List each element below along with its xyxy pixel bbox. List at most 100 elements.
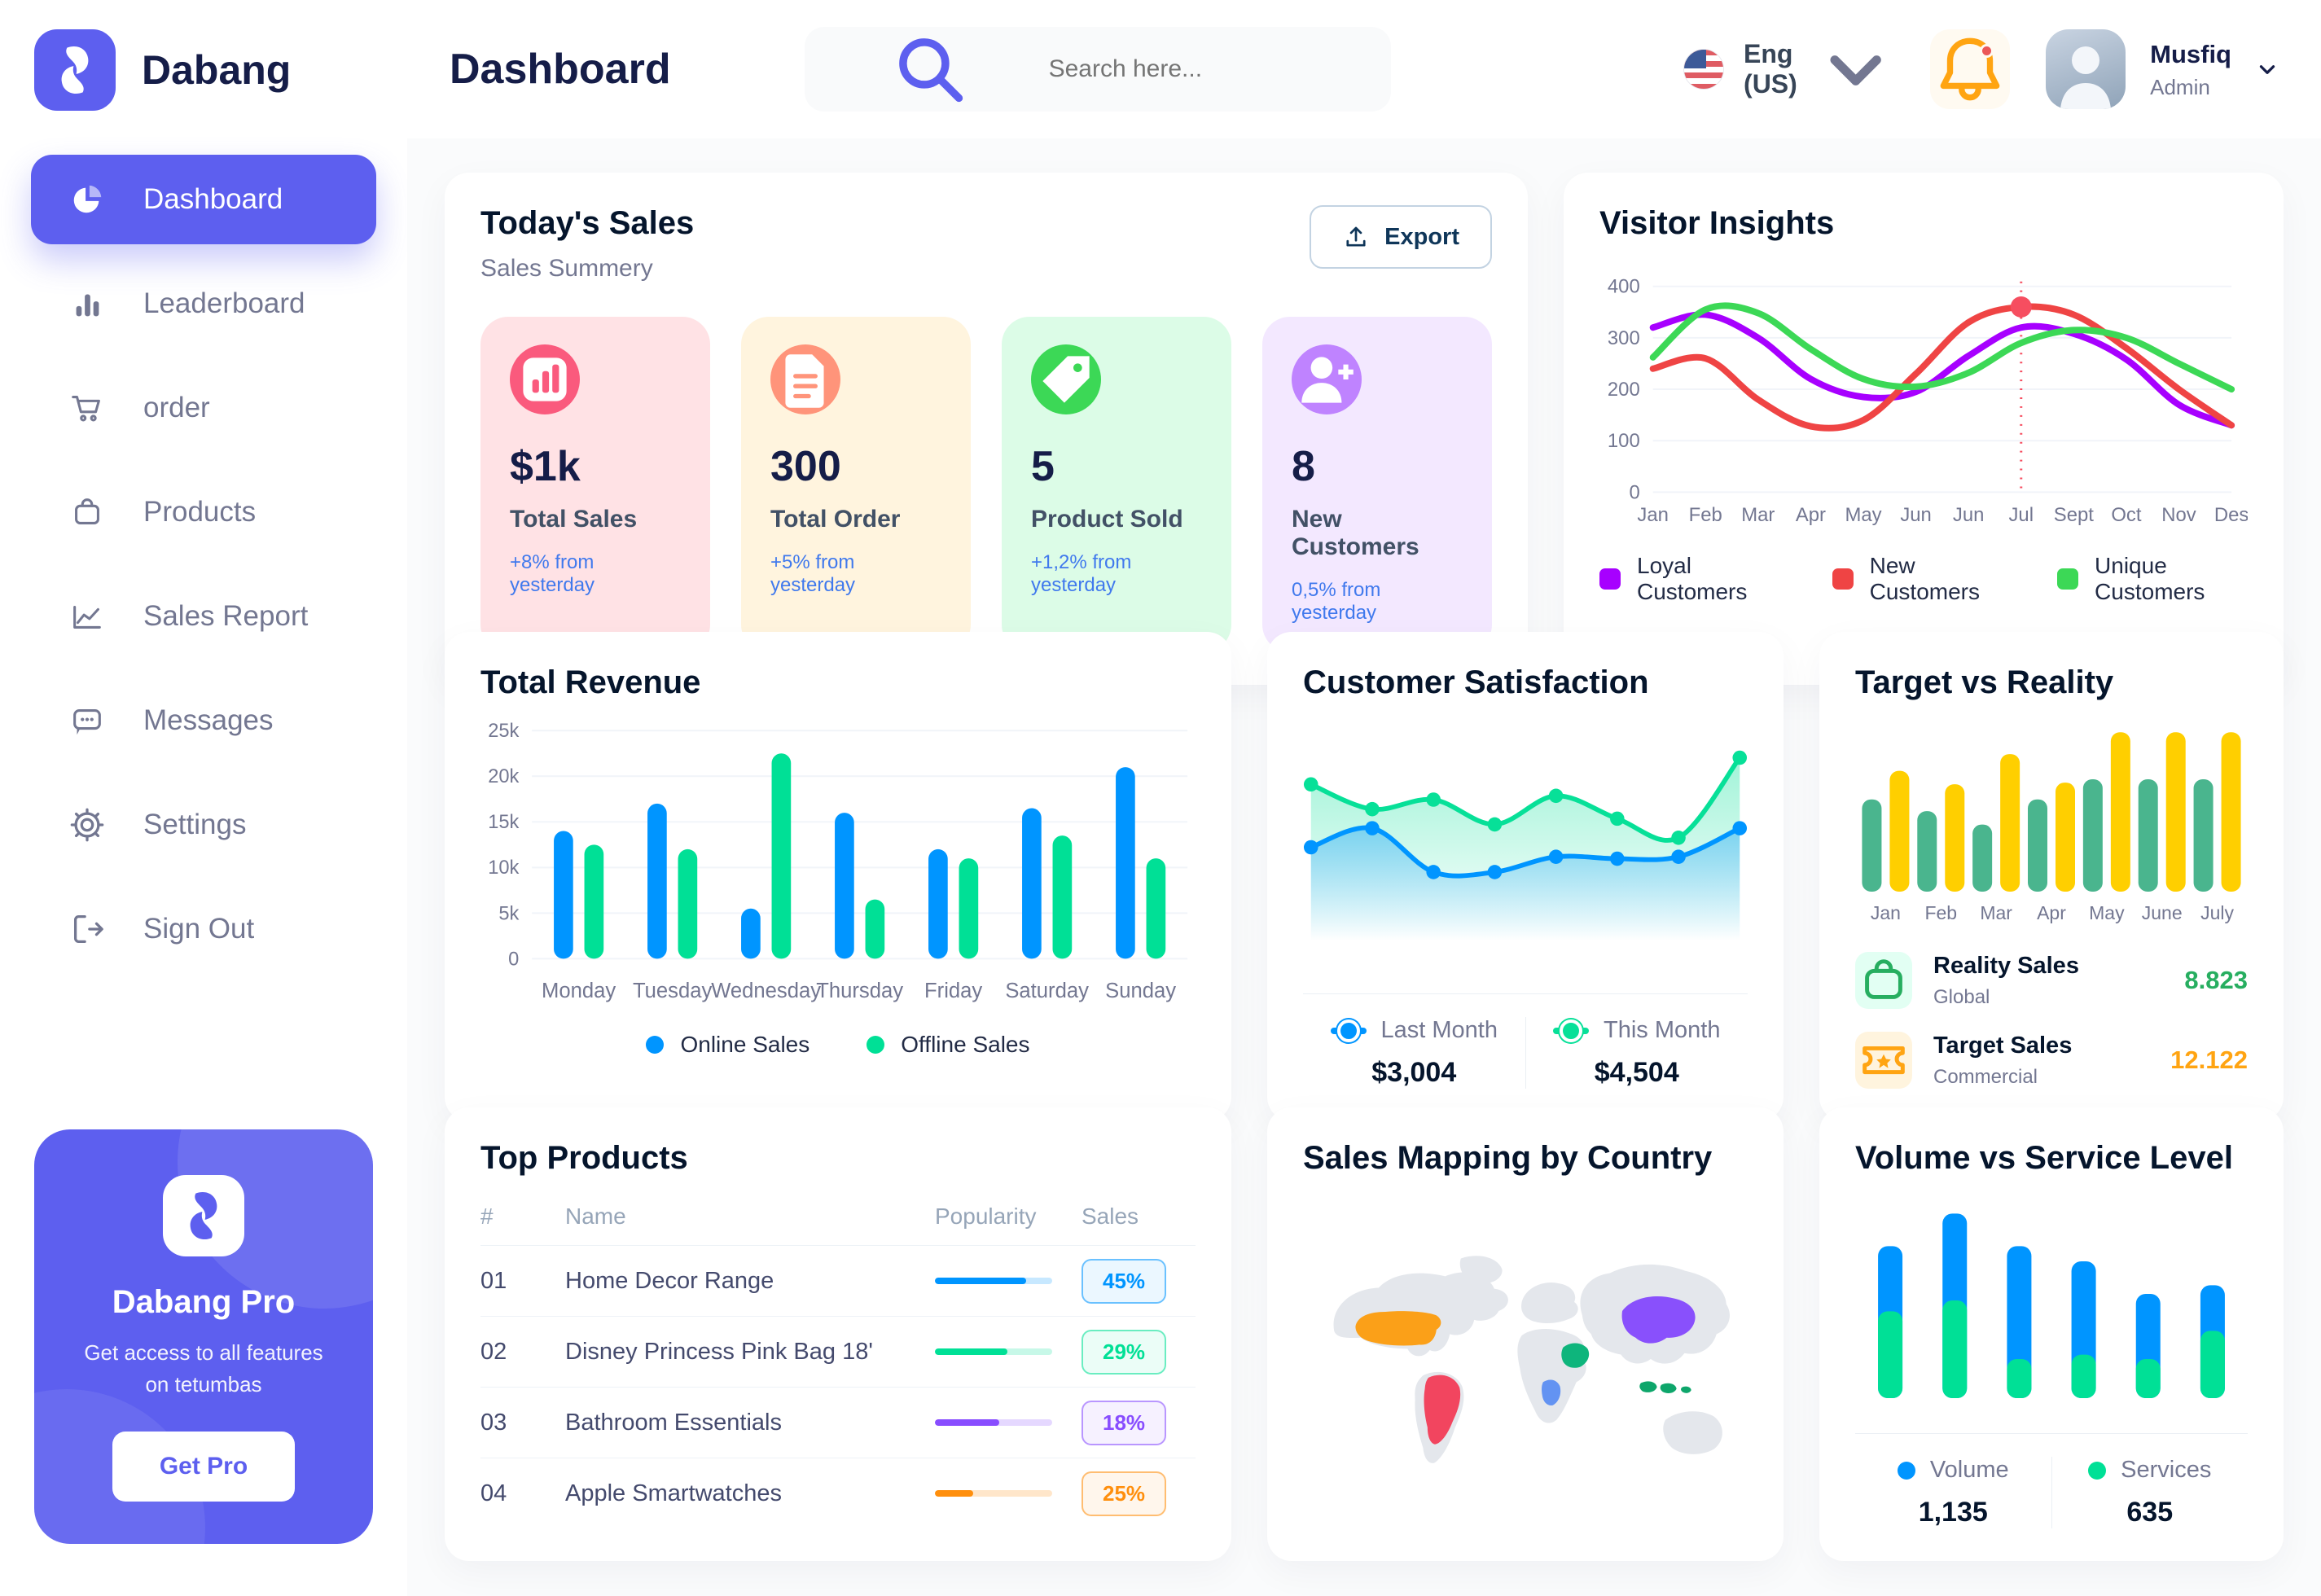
legend-swatch xyxy=(1832,568,1854,590)
sidebar-item-label: Sales Report xyxy=(143,600,309,632)
product-name: Disney Princess Pink Bag 18' xyxy=(565,1338,873,1365)
avatar xyxy=(2046,29,2126,109)
sales-chart-icon xyxy=(510,344,580,414)
pro-title: Dabang Pro xyxy=(112,1284,296,1320)
sales-mapping-title: Sales Mapping by Country xyxy=(1303,1140,1713,1176)
svg-text:20k: 20k xyxy=(488,766,519,787)
svg-text:15k: 15k xyxy=(488,812,519,833)
svg-text:May: May xyxy=(1845,504,1881,526)
popularity-bar xyxy=(935,1278,1052,1284)
sidebar-item-sign-out[interactable]: Sign Out xyxy=(31,884,376,974)
country-united-states[interactable] xyxy=(1355,1311,1441,1346)
cart-icon xyxy=(68,389,106,427)
legend-value: 8.823 xyxy=(2184,966,2248,994)
legend-swatch xyxy=(1599,568,1621,590)
legend-item-services: Services 635 xyxy=(2052,1457,2249,1528)
product-rank: 01 xyxy=(480,1267,507,1294)
page-title: Dashboard xyxy=(450,46,671,93)
legend-title: Reality Sales xyxy=(1933,952,2079,979)
country-saudi-arabia[interactable] xyxy=(1561,1343,1590,1368)
legend-item-reality-sales: Reality Sales Global 8.823 xyxy=(1855,952,2248,1009)
total-revenue-card: Total Revenue 0 5k 10k 15k 20k 25k Monday Tuesd… xyxy=(445,632,1231,1121)
svg-text:Mar: Mar xyxy=(1980,902,2012,923)
world-map xyxy=(1303,1191,1748,1528)
column-header: # xyxy=(480,1204,494,1229)
sidebar: Dabang Dashboard Leaderboard order Products… xyxy=(0,0,407,1596)
pro-subtitle: Get access to all features on tetumbas xyxy=(84,1340,323,1396)
target-vs-reality-legend: Reality Sales Global 8.823 Target Sales Comm… xyxy=(1855,952,2248,1089)
sidebar-item-leaderboard[interactable]: Leaderboard xyxy=(31,259,376,349)
svg-text:Jul: Jul xyxy=(2008,504,2034,526)
product-rank: 04 xyxy=(480,1480,507,1506)
search-box[interactable] xyxy=(804,27,1391,112)
table-row: 04 Apple Smartwatches 25% xyxy=(480,1458,1196,1528)
visitor-insights-legend: Loyal Customers New Customers Unique Custo… xyxy=(1599,553,2248,605)
summary-delta: 0,5% from yesterday xyxy=(1292,579,1381,624)
country-dr-congo[interactable] xyxy=(1542,1379,1561,1405)
legend-value: $4,504 xyxy=(1594,1057,1679,1088)
summary-value: $1k xyxy=(510,443,581,490)
svg-text:Oct: Oct xyxy=(2111,504,2142,526)
sidebar-item-label: Settings xyxy=(143,809,247,840)
legend-swatch xyxy=(1897,1461,1915,1480)
country-brazil[interactable] xyxy=(1424,1375,1461,1445)
column-header: Sales xyxy=(1082,1204,1139,1229)
svg-text:July: July xyxy=(2200,902,2234,923)
legend-top: Volume xyxy=(1897,1457,2009,1484)
column-header: Popularity xyxy=(935,1204,1037,1229)
sidebar-item-products[interactable]: Products xyxy=(31,467,376,557)
get-pro-button[interactable]: Get Pro xyxy=(112,1432,296,1502)
language-selector[interactable]: Eng (US) xyxy=(1683,30,1894,107)
svg-text:Apr: Apr xyxy=(1796,504,1826,526)
sidebar-item-messages[interactable]: Messages xyxy=(31,676,376,765)
summary-delta: +1,2% from yesterday xyxy=(1031,551,1132,596)
sidebar-item-order[interactable]: order xyxy=(31,363,376,453)
legend-label: Loyal Customers xyxy=(1637,553,1748,604)
svg-text:0: 0 xyxy=(508,949,519,970)
sales-badge: 29% xyxy=(1082,1329,1167,1375)
legend-item: Offline Sales xyxy=(867,1032,1030,1058)
legend-value: $3,004 xyxy=(1371,1057,1457,1088)
svg-text:Monday: Monday xyxy=(542,980,616,1002)
divider xyxy=(1855,1433,2248,1434)
svg-text:Jan: Jan xyxy=(1871,902,1901,923)
brand-logo-icon xyxy=(34,29,116,111)
svg-text:Apr: Apr xyxy=(2037,902,2066,923)
notifications-button[interactable] xyxy=(1930,29,2011,109)
legend-item: Unique Customers xyxy=(2057,553,2248,605)
visitor-insights-title: Visitor Insights xyxy=(1599,205,1835,241)
sidebar-item-dashboard[interactable]: Dashboard xyxy=(31,155,376,244)
svg-text:Thursday: Thursday xyxy=(816,980,903,1002)
legend-label: New Customers xyxy=(1869,553,1980,604)
total-revenue-chart: 0 5k 10k 15k 20k 25k Monday Tuesday Wednesday Thu… xyxy=(480,717,1196,1011)
popularity-fill xyxy=(935,1419,999,1426)
legend-subtitle: Global xyxy=(1933,985,1990,1008)
customer-satisfaction-card: Customer Satisfaction Last Month $3,004 Th… xyxy=(1267,632,1784,1121)
legend-title: Target Sales xyxy=(1933,1032,2073,1059)
dabang-mark-icon xyxy=(61,46,89,94)
svg-text:Tuesday: Tuesday xyxy=(633,980,713,1002)
country-indonesia[interactable] xyxy=(1639,1381,1691,1393)
todays-sales-subtitle: Sales Summery xyxy=(480,255,653,282)
legend-swatch xyxy=(2088,1461,2107,1480)
user-profile[interactable]: Musfiq Admin xyxy=(2046,29,2279,109)
top-products-title: Top Products xyxy=(480,1140,688,1176)
chevron-down-icon xyxy=(2259,65,2275,74)
search-input[interactable] xyxy=(1048,55,1363,83)
main-content: Today's Sales Sales Summery Export $1k To… xyxy=(407,138,2321,1596)
table-row: 03 Bathroom Essentials 18% xyxy=(480,1387,1196,1458)
legend-label: This Month xyxy=(1604,1017,1721,1043)
line-chart-icon xyxy=(68,598,106,635)
popularity-fill xyxy=(935,1278,1026,1284)
sidebar-item-settings[interactable]: Settings xyxy=(31,780,376,870)
tag-icon xyxy=(1031,344,1101,414)
country-china[interactable] xyxy=(1621,1296,1696,1344)
sidebar-item-sales-report[interactable]: Sales Report xyxy=(31,572,376,661)
summary-value: 5 xyxy=(1031,443,1055,490)
legend-value: 635 xyxy=(2126,1497,2174,1528)
export-button[interactable]: Export xyxy=(1310,205,1492,269)
popularity-bar xyxy=(935,1348,1052,1355)
legend-item-target-sales: Target Sales Commercial 12.122 xyxy=(1855,1032,2248,1089)
svg-text:May: May xyxy=(2089,902,2125,923)
svg-text:June: June xyxy=(2142,902,2183,923)
